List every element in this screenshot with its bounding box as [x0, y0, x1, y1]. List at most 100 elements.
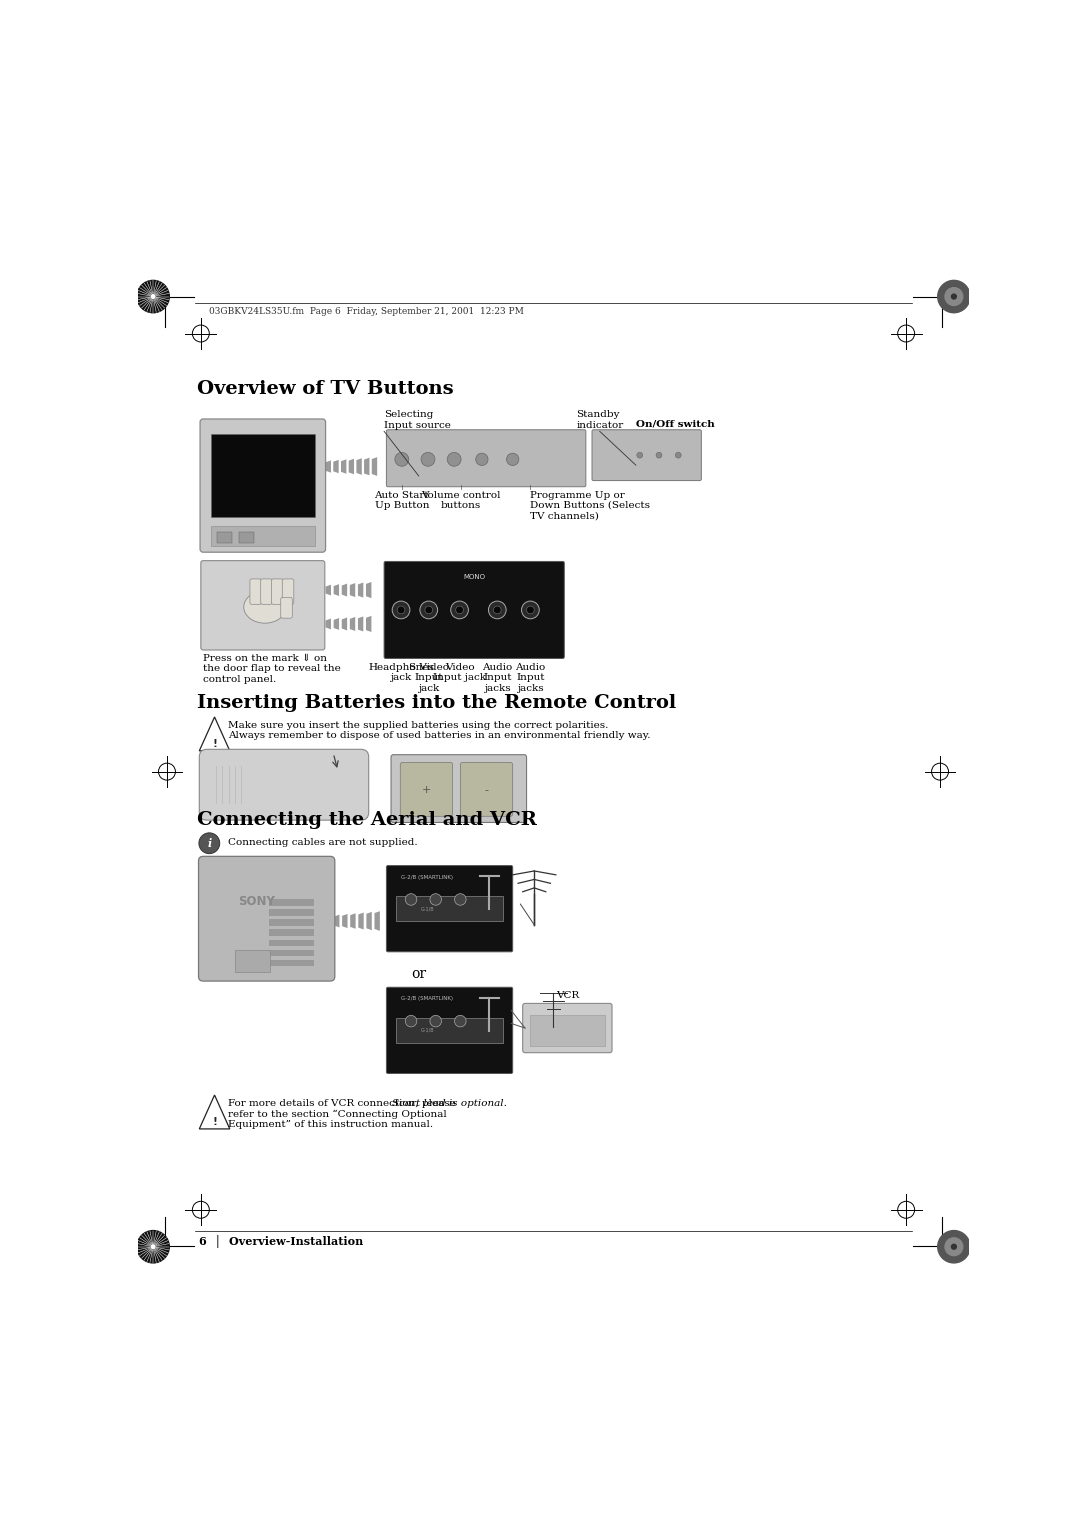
Circle shape: [151, 1245, 156, 1248]
Text: Inserting Batteries into the Remote Control: Inserting Batteries into the Remote Cont…: [197, 694, 676, 712]
Circle shape: [527, 607, 535, 614]
Text: Make sure you insert the supplied batteries using the correct polarities.
Always: Make sure you insert the supplied batter…: [228, 721, 650, 740]
Polygon shape: [357, 616, 363, 631]
FancyBboxPatch shape: [200, 749, 368, 821]
Circle shape: [937, 280, 970, 313]
FancyBboxPatch shape: [387, 429, 585, 487]
Text: Standby
indicator: Standby indicator: [577, 411, 624, 429]
Text: G-2/B (SMARTLINK): G-2/B (SMARTLINK): [402, 876, 454, 880]
Polygon shape: [372, 457, 377, 475]
Text: Video
Input jack: Video Input jack: [433, 663, 486, 683]
Circle shape: [951, 293, 956, 299]
Bar: [269, 940, 313, 946]
Text: 03GBKV24LS35U.fm  Page 6  Friday, September 21, 2001  12:23 PM: 03GBKV24LS35U.fm Page 6 Friday, Septembe…: [210, 307, 524, 316]
Polygon shape: [350, 914, 355, 929]
Circle shape: [420, 601, 437, 619]
Circle shape: [945, 1238, 962, 1256]
Circle shape: [637, 452, 643, 458]
Bar: [395, 1018, 503, 1042]
Text: Audio
Input
jacks: Audio Input jacks: [482, 663, 512, 692]
Text: G-2/B (SMARTLINK): G-2/B (SMARTLINK): [402, 996, 454, 1001]
Polygon shape: [200, 717, 230, 750]
Text: Volume control
buttons: Volume control buttons: [421, 490, 501, 510]
Bar: [269, 909, 313, 915]
Polygon shape: [350, 617, 355, 631]
Circle shape: [405, 894, 417, 905]
Text: Auto Start
Up Button: Auto Start Up Button: [375, 490, 429, 510]
Text: On/Off switch: On/Off switch: [636, 419, 715, 428]
Polygon shape: [341, 460, 347, 474]
Bar: [269, 920, 313, 926]
Polygon shape: [366, 582, 372, 597]
Bar: [211, 526, 314, 545]
FancyBboxPatch shape: [281, 597, 293, 619]
Circle shape: [945, 287, 962, 306]
Text: 6  │  Overview-Installation: 6 │ Overview-Installation: [200, 1235, 364, 1248]
Circle shape: [951, 1244, 956, 1250]
FancyBboxPatch shape: [391, 755, 527, 822]
FancyBboxPatch shape: [282, 579, 294, 604]
FancyBboxPatch shape: [199, 856, 335, 981]
Polygon shape: [356, 458, 362, 475]
Circle shape: [199, 833, 219, 854]
Circle shape: [395, 452, 408, 466]
Polygon shape: [334, 584, 339, 596]
Circle shape: [137, 1230, 170, 1264]
Circle shape: [392, 601, 410, 619]
Text: G-1/B: G-1/B: [420, 906, 434, 911]
Text: SONY: SONY: [238, 895, 275, 908]
Bar: [395, 897, 503, 921]
Circle shape: [455, 894, 467, 905]
Polygon shape: [341, 584, 347, 596]
Text: Programme Up or
Down Buttons (Selects
TV channels): Programme Up or Down Buttons (Selects TV…: [530, 490, 650, 521]
FancyBboxPatch shape: [387, 865, 513, 952]
Text: Scart lead is optional.: Scart lead is optional.: [392, 1099, 507, 1108]
Circle shape: [656, 452, 662, 458]
FancyBboxPatch shape: [201, 561, 325, 649]
Bar: [269, 949, 313, 955]
Circle shape: [455, 1015, 467, 1027]
FancyBboxPatch shape: [387, 987, 513, 1074]
Polygon shape: [200, 1096, 230, 1129]
Text: -: -: [485, 785, 488, 795]
Text: VCR: VCR: [556, 990, 579, 999]
Circle shape: [447, 452, 461, 466]
Text: Press on the mark ⇓ on
the door flap to reveal the
control panel.: Press on the mark ⇓ on the door flap to …: [203, 654, 341, 683]
Circle shape: [450, 601, 469, 619]
Bar: [269, 900, 313, 906]
Circle shape: [456, 607, 463, 614]
Polygon shape: [334, 915, 339, 927]
Circle shape: [507, 454, 518, 466]
Circle shape: [421, 452, 435, 466]
Text: Headphones
jack: Headphones jack: [368, 663, 434, 683]
Text: Connecting cables are not supplied.: Connecting cables are not supplied.: [228, 837, 417, 847]
FancyBboxPatch shape: [592, 429, 701, 481]
Text: +: +: [422, 785, 431, 795]
Text: Overview of TV Buttons: Overview of TV Buttons: [197, 380, 454, 397]
FancyBboxPatch shape: [523, 1004, 612, 1053]
Bar: [211, 434, 314, 516]
Bar: [235, 950, 270, 972]
Bar: [529, 1015, 605, 1045]
Circle shape: [522, 601, 539, 619]
Polygon shape: [341, 617, 347, 631]
Polygon shape: [375, 911, 380, 931]
Polygon shape: [366, 616, 372, 633]
Text: Selecting
Input source: Selecting Input source: [384, 411, 451, 429]
Circle shape: [430, 894, 442, 905]
Circle shape: [424, 607, 433, 614]
Text: For more details of VCR connection, please
refer to the section “Connecting Opti: For more details of VCR connection, plea…: [228, 1099, 456, 1129]
Polygon shape: [357, 582, 363, 597]
Ellipse shape: [244, 591, 286, 623]
FancyBboxPatch shape: [271, 579, 283, 604]
Circle shape: [488, 601, 507, 619]
FancyBboxPatch shape: [460, 762, 513, 816]
Text: Audio
Input
jacks: Audio Input jacks: [515, 663, 545, 692]
Polygon shape: [325, 585, 330, 596]
FancyBboxPatch shape: [401, 762, 453, 816]
Polygon shape: [350, 584, 355, 597]
Text: !: !: [212, 740, 217, 749]
Polygon shape: [334, 617, 339, 630]
Circle shape: [675, 452, 681, 458]
Bar: [269, 929, 313, 935]
